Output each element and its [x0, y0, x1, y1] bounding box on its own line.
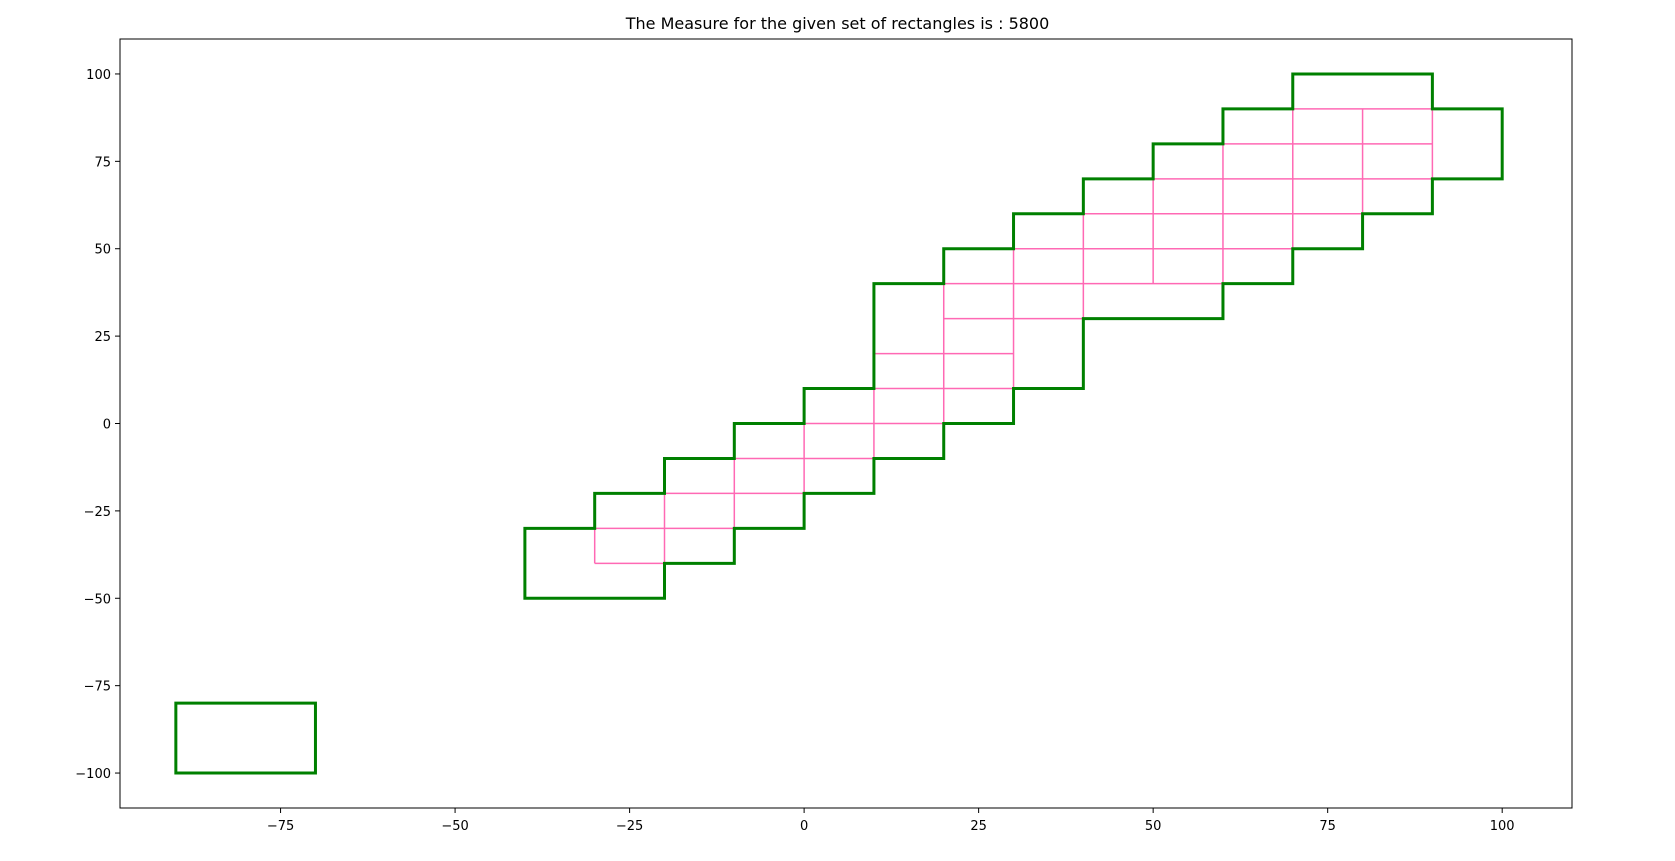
outline-polygon — [174, 701, 317, 775]
y-tick-label: 25 — [94, 330, 111, 345]
y-tick-label: 100 — [86, 68, 111, 83]
chart-title: The Measure for the given set of rectang… — [625, 14, 1050, 33]
x-tick-label: 25 — [970, 819, 987, 834]
y-tick-label: 75 — [94, 155, 111, 170]
x-tick-label: 50 — [1145, 819, 1162, 834]
union-outline — [174, 72, 1504, 775]
x-tick-label: −25 — [616, 819, 643, 834]
y-tick-label: −50 — [84, 592, 111, 607]
y-tick-label: −25 — [84, 505, 111, 520]
x-tick-label: 0 — [800, 819, 808, 834]
x-tick-label: −75 — [267, 819, 294, 834]
outline-polygon — [523, 72, 1504, 600]
y-tick-label: 0 — [103, 418, 111, 433]
overlap-grid — [593, 108, 1434, 565]
y-tick-label: 50 — [94, 243, 111, 258]
x-tick-label: 75 — [1319, 819, 1336, 834]
y-tick-label: −100 — [75, 767, 111, 782]
axes: −75 −50 −25 0 25 50 75 100 100 75 50 25 0 −25 −50 −75 −1… — [75, 38, 1573, 834]
x-tick-label: 100 — [1490, 819, 1515, 834]
x-tick-label: −50 — [441, 819, 468, 834]
y-tick-label: −75 — [84, 680, 111, 695]
